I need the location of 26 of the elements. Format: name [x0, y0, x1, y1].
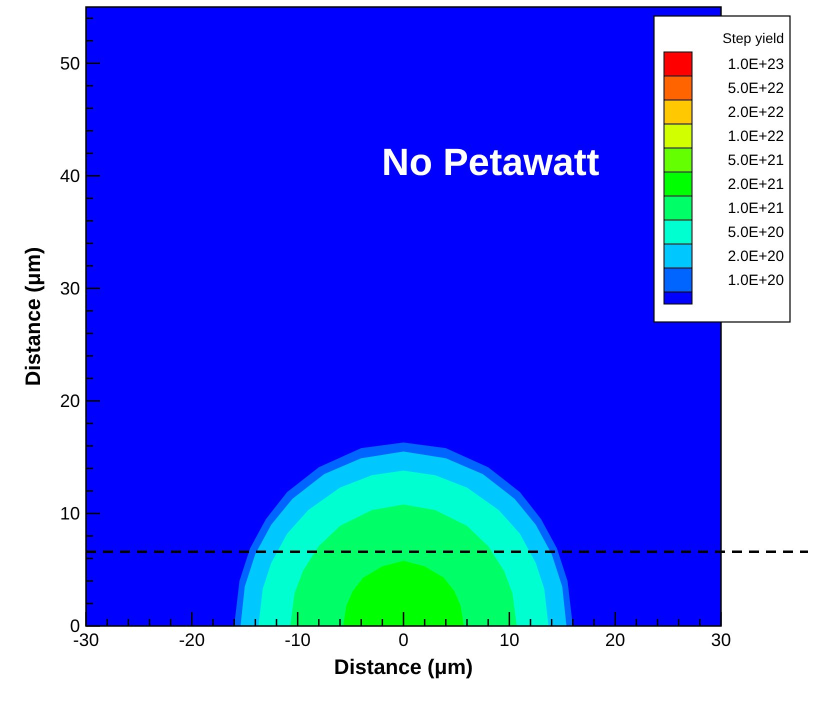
- legend-label: 1.0E+21: [728, 200, 784, 217]
- legend-label: 2.0E+21: [728, 176, 784, 193]
- x-tick-label: -20: [178, 630, 205, 650]
- y-tick-label: 0: [70, 616, 80, 636]
- x-tick-label: -10: [284, 630, 311, 650]
- legend-label: 5.0E+22: [728, 80, 784, 97]
- legend-label: 1.0E+20: [728, 272, 784, 289]
- legend-label: 5.0E+20: [728, 224, 784, 241]
- legend-label: 5.0E+21: [728, 152, 784, 169]
- y-tick-label: 10: [60, 503, 80, 524]
- y-tick-label: 40: [60, 166, 80, 186]
- legend-title: Step yield: [722, 30, 784, 46]
- x-tick-label: 10: [499, 630, 520, 650]
- x-tick-label: 30: [710, 630, 732, 650]
- x-tick-label: 20: [605, 630, 626, 650]
- y-tick-label: 20: [60, 390, 80, 411]
- x-tick-label: 0: [398, 630, 409, 650]
- text: No Petawatt: [382, 142, 600, 184]
- y-tick-label: 50: [60, 53, 80, 74]
- legend-label: 2.0E+20: [728, 248, 784, 265]
- legend-label: 1.0E+23: [728, 56, 784, 73]
- legend-label: 1.0E+22: [728, 128, 784, 145]
- y-axis-title: Distance (μm): [22, 247, 45, 386]
- x-axis-title: Distance (μm): [334, 656, 473, 679]
- y-tick-label: 30: [60, 278, 80, 298]
- legend-label: 2.0E+22: [728, 104, 784, 121]
